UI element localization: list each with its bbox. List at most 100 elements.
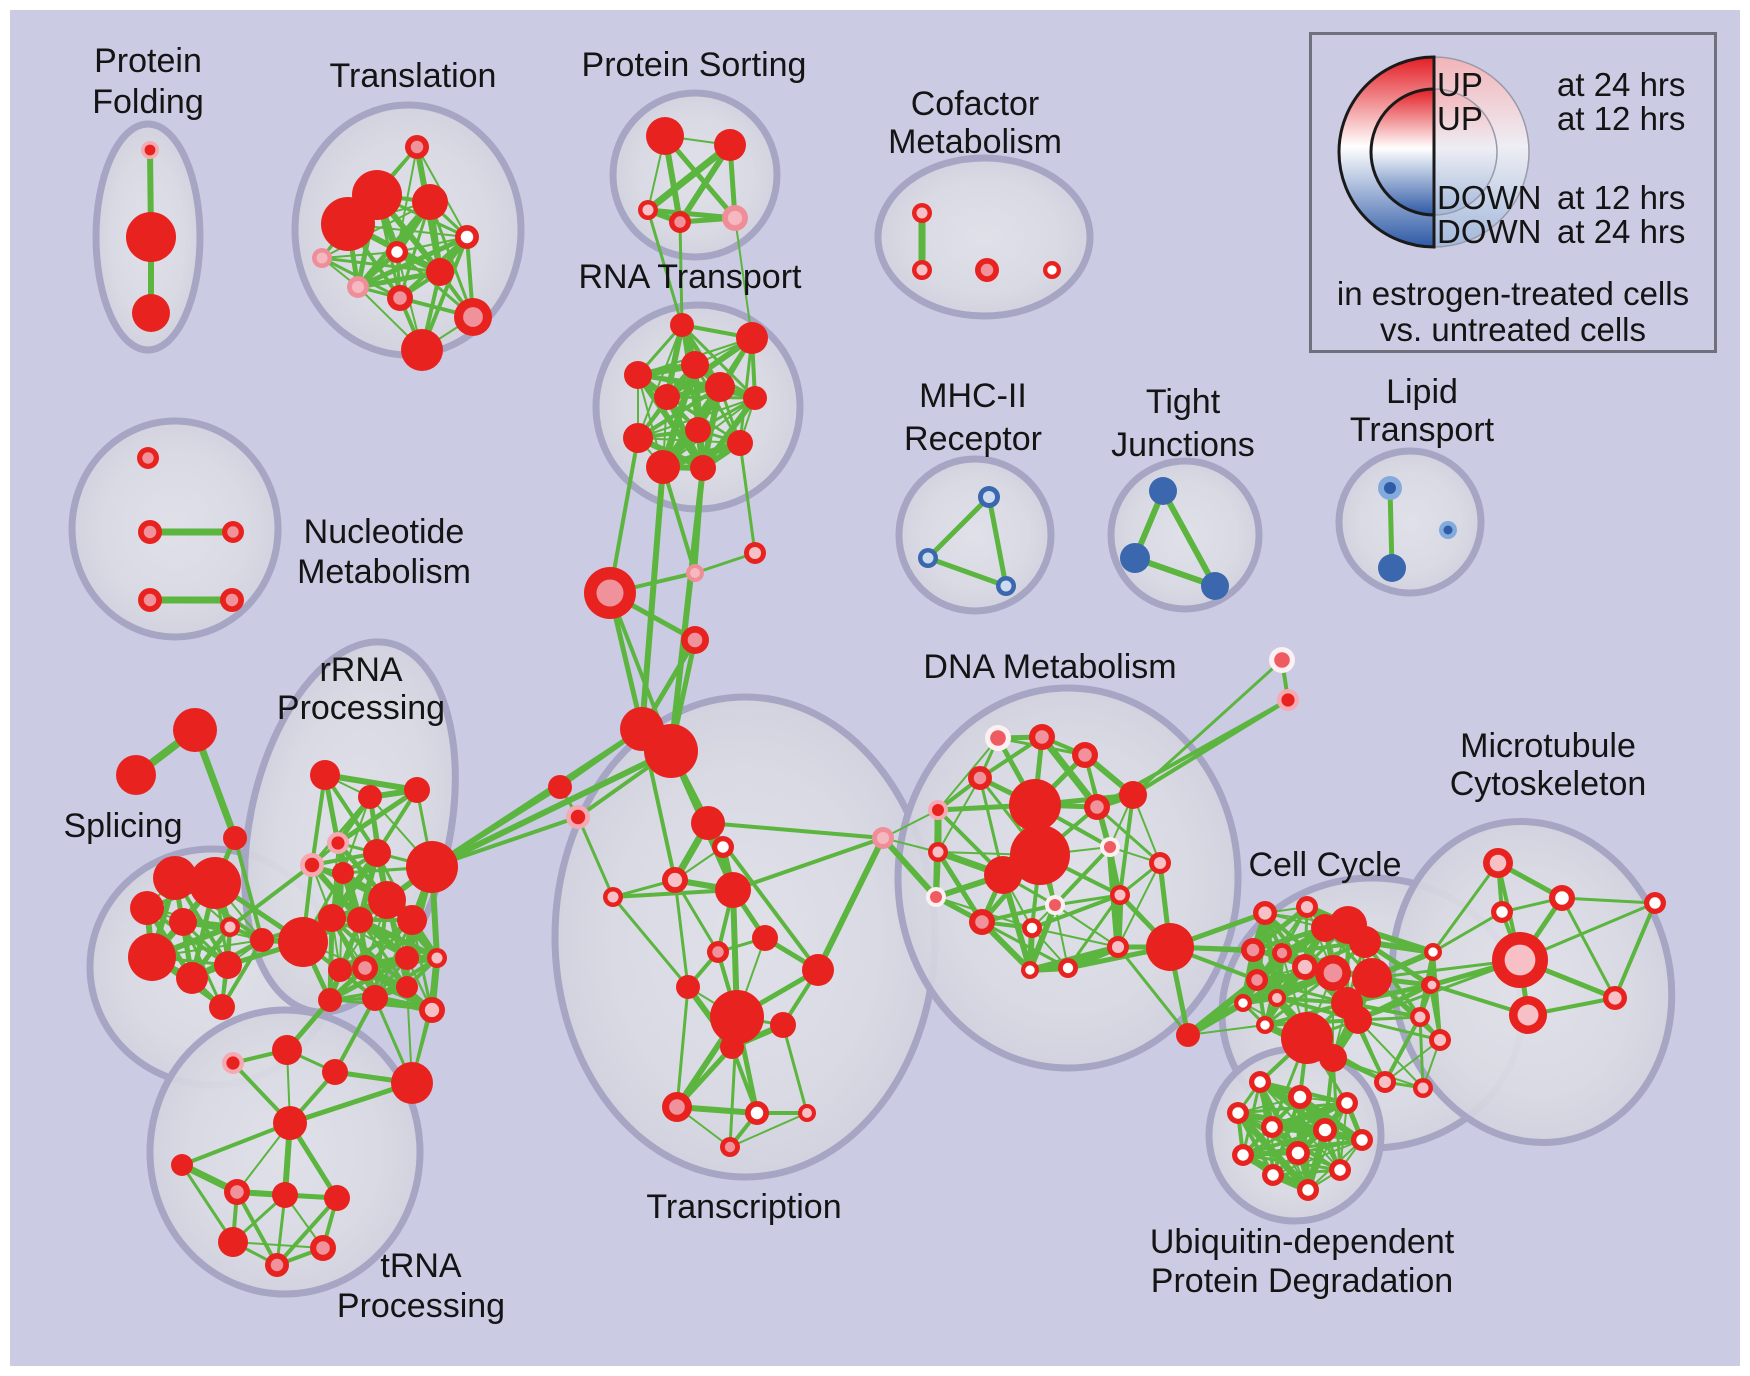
node-nucleotide-metabolism-4[interactable] [220,588,244,612]
node-protein-sorting-4[interactable] [722,205,748,231]
node-tight-junctions-0[interactable] [1149,477,1177,505]
node-dna-metabolism-8[interactable] [1009,779,1061,831]
node-rrna-processing-11[interactable] [397,905,427,935]
node-rrna-processing-21[interactable] [391,1062,433,1104]
node-nucleotide-metabolism-0[interactable] [137,447,159,469]
node-rna-transport-5[interactable] [705,372,735,402]
node-transcription-0[interactable] [691,806,725,840]
node-ubiquitin-degradation-6[interactable] [1351,1129,1373,1151]
node-translation-5[interactable] [386,241,408,263]
node-rna-transport-6[interactable] [743,386,767,410]
node-protein-sorting-0[interactable] [646,117,684,155]
node-rrna-processing-1[interactable] [358,785,382,809]
node-splicing-8[interactable] [209,994,235,1020]
node-ubiquitin-degradation-1[interactable] [1288,1085,1312,1109]
node-rrna-processing-3[interactable] [327,832,349,854]
node-rrna-processing-0[interactable] [310,760,340,790]
node-dna-metabolism-13[interactable] [928,842,948,862]
node-trna-processing-2[interactable] [322,1059,348,1085]
node-dna-metabolism-6[interactable] [1084,794,1110,820]
node-microtubule-cytoskeleton-6[interactable] [1603,986,1627,1010]
node-dna-metabolism-7[interactable] [1119,781,1147,809]
node-rna-transport-4[interactable] [654,384,680,410]
node-ubiquitin-degradation-4[interactable] [1261,1116,1283,1138]
node-transcription-5[interactable] [707,941,729,963]
node-trna-processing-3[interactable] [273,1106,307,1140]
node-dna-metabolism-16[interactable] [1045,895,1065,915]
node-cell-cycle-12[interactable] [1234,994,1252,1012]
node-cell-cycle-1[interactable] [1296,896,1318,918]
node-transcription-4[interactable] [752,925,778,951]
node-splicing-3[interactable] [169,908,197,936]
node-dna-metabolism-24[interactable] [1277,689,1299,711]
node-microtubule-cytoskeleton-2[interactable] [1491,901,1513,923]
node-dna-metabolism-12[interactable] [1149,852,1171,874]
node-rrna-processing-19[interactable] [396,976,418,998]
node-transcription-11[interactable] [662,1092,692,1122]
node-rna-transport-9[interactable] [727,430,753,456]
node-trna-processing-8[interactable] [218,1227,248,1257]
node-transcription-2[interactable] [662,867,688,893]
node-dna-metabolism-23[interactable] [1269,647,1295,673]
node-cell-cycle-11[interactable] [1268,989,1286,1007]
node-splicing-5[interactable] [128,933,176,981]
node-dna-metabolism-11[interactable] [1100,837,1120,857]
node-mhc-ii-receptor-2[interactable] [996,576,1016,596]
node-dna-metabolism-9[interactable] [1010,825,1070,885]
node-translation-0[interactable] [405,135,429,159]
node-connectors-9[interactable] [116,755,156,795]
node-transcription-13[interactable] [798,1104,816,1122]
node-connectors-6[interactable] [548,775,572,799]
node-cell-cycle-17[interactable] [1319,1044,1347,1072]
node-mhc-ii-receptor-1[interactable] [918,548,938,568]
node-rna-transport-8[interactable] [623,423,653,453]
node-protein-folding-0[interactable] [141,141,159,159]
node-dna-metabolism-20[interactable] [1107,936,1129,958]
node-dna-metabolism-19[interactable] [1058,958,1078,978]
node-trna-processing-6[interactable] [272,1182,298,1208]
node-trna-processing-9[interactable] [265,1253,289,1277]
node-cell-cycle-21[interactable] [1429,1029,1451,1051]
node-protein-sorting-1[interactable] [714,129,746,161]
node-tight-junctions-2[interactable] [1201,572,1229,600]
node-connectors-3[interactable] [686,564,704,582]
node-translation-2[interactable] [321,197,375,251]
node-splicing-4[interactable] [220,917,240,937]
node-trna-processing-4[interactable] [171,1154,193,1176]
node-nucleotide-metabolism-1[interactable] [138,520,162,544]
node-cell-cycle-9[interactable] [1352,958,1392,998]
node-rna-transport-0[interactable] [670,313,694,337]
node-splicing-9[interactable] [250,928,274,952]
node-transcription-9[interactable] [802,954,834,986]
node-cell-cycle-16[interactable] [1281,1012,1333,1064]
node-rrna-processing-5[interactable] [300,853,324,877]
node-connectors-1[interactable] [644,724,698,778]
node-dna-metabolism-15[interactable] [969,909,995,935]
node-connectors-7[interactable] [566,805,590,829]
node-dna-metabolism-0[interactable] [985,725,1011,751]
node-rrna-processing-4[interactable] [363,839,391,867]
node-splicing-2[interactable] [130,891,164,925]
node-rrna-processing-22[interactable] [419,997,445,1023]
node-trna-processing-10[interactable] [310,1235,336,1261]
node-cofactor-metabolism-2[interactable] [975,258,999,282]
node-ubiquitin-degradation-2[interactable] [1336,1092,1358,1114]
node-trna-processing-5[interactable] [224,1179,250,1205]
node-lipid-transport-0[interactable] [1378,476,1402,500]
node-ubiquitin-degradation-7[interactable] [1232,1144,1254,1166]
node-nucleotide-metabolism-2[interactable] [222,521,244,543]
node-rna-transport-1[interactable] [736,322,768,354]
node-dna-metabolism-22[interactable] [1146,923,1194,971]
node-splicing-6[interactable] [176,962,208,994]
node-translation-8[interactable] [387,285,413,311]
node-rrna-processing-16[interactable] [427,948,447,968]
node-transcription-15[interactable] [603,887,623,907]
node-cell-cycle-4[interactable] [1349,926,1381,958]
node-rrna-processing-17[interactable] [318,988,342,1012]
node-cell-cycle-15[interactable] [1344,1006,1372,1034]
node-rrna-processing-13[interactable] [328,958,352,982]
node-dna-metabolism-10[interactable] [984,856,1022,894]
node-rna-transport-11[interactable] [690,455,716,481]
node-rrna-processing-2[interactable] [404,777,430,803]
node-trna-processing-7[interactable] [324,1185,350,1211]
